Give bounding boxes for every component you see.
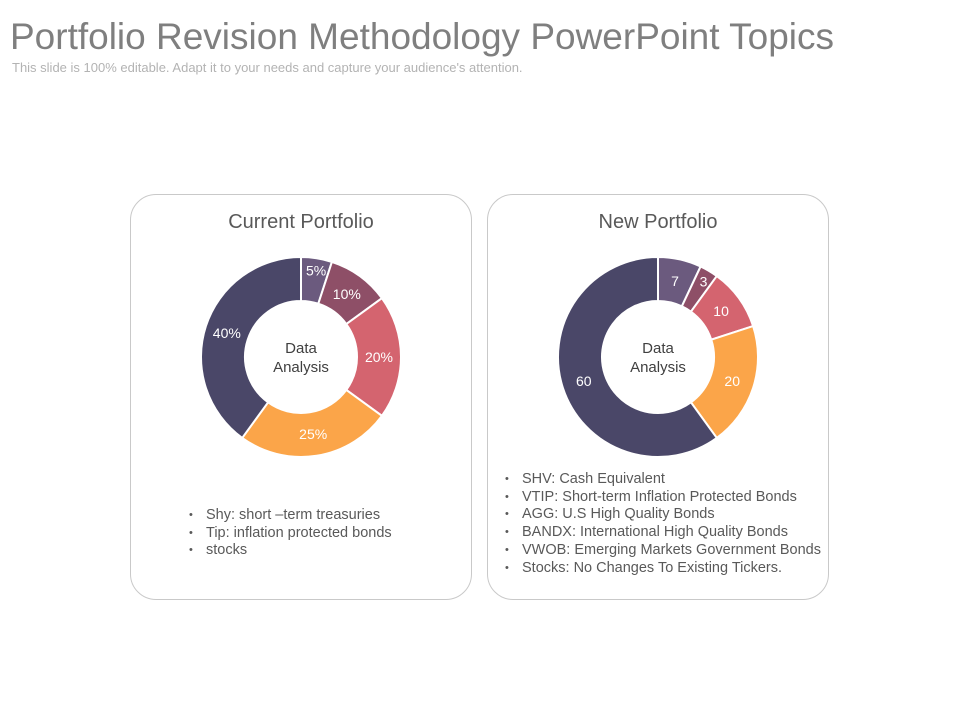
new-center-label-line-2: Analysis xyxy=(630,359,686,376)
current-note-item: stocks xyxy=(188,542,458,560)
new-note-item: Stocks: No Changes To Existing Tickers. xyxy=(504,560,822,578)
donut-slice-label-3: 20 xyxy=(724,373,740,389)
current-center-label: Data Analysis xyxy=(231,339,371,377)
donut-slice-label-1: 3 xyxy=(700,274,708,290)
new-portfolio-donut: 7 3 10 20 60 xyxy=(557,255,759,458)
new-portfolio-notes: SHV: Cash Equivalent VTIP: Short-term In… xyxy=(504,471,822,577)
donut-slice-4 xyxy=(557,255,719,458)
new-note-item: VTIP: Short-term Inflation Protected Bon… xyxy=(504,489,822,507)
current-portfolio-title: Current Portfolio xyxy=(228,211,374,233)
current-center-label-line-1: Data xyxy=(285,340,317,357)
new-note-item: AGG: U.S High Quality Bonds xyxy=(504,506,822,524)
donut-slice-label-0: 5% xyxy=(306,262,326,278)
current-portfolio-notes: Shy: short –term treasuries Tip: inflati… xyxy=(188,507,458,560)
new-note-item: BANDX: International High Quality Bonds xyxy=(504,524,822,542)
new-portfolio-card: New Portfolio 7 3 10 20 60 Data Analysis SHV… xyxy=(487,194,829,600)
donut-slice-label-0: 7 xyxy=(671,273,679,289)
new-note-item: VWOB: Emerging Markets Government Bonds xyxy=(504,542,822,560)
current-portfolio-donut: 5% 10% 20% 25% 40% xyxy=(200,255,402,458)
new-center-label: Data Analysis xyxy=(588,339,728,377)
current-note-item: Shy: short –term treasuries xyxy=(188,507,458,525)
donut-slice-label-4: 60 xyxy=(576,373,592,389)
current-portfolio-card: Current Portfolio 5% 10% 20% 25% 40% Data An… xyxy=(130,194,472,600)
current-center-label-line-2: Analysis xyxy=(273,359,329,376)
slide-title: Portfolio Revision Methodology PowerPoin… xyxy=(10,16,835,57)
donut-slice-4 xyxy=(200,255,302,440)
donut-slice-label-2: 10 xyxy=(713,303,729,319)
slide-subtitle: This slide is 100% editable. Adapt it to… xyxy=(12,60,523,75)
new-center-label-line-1: Data xyxy=(642,340,674,357)
current-note-item: Tip: inflation protected bonds xyxy=(188,525,458,543)
donut-slice-label-2: 20% xyxy=(365,349,393,365)
new-portfolio-title: New Portfolio xyxy=(598,211,718,233)
donut-slice-label-1: 10% xyxy=(333,286,361,302)
donut-slice-label-3: 25% xyxy=(299,426,327,442)
donut-slice-label-4: 40% xyxy=(213,325,241,341)
new-note-item: SHV: Cash Equivalent xyxy=(504,471,822,489)
